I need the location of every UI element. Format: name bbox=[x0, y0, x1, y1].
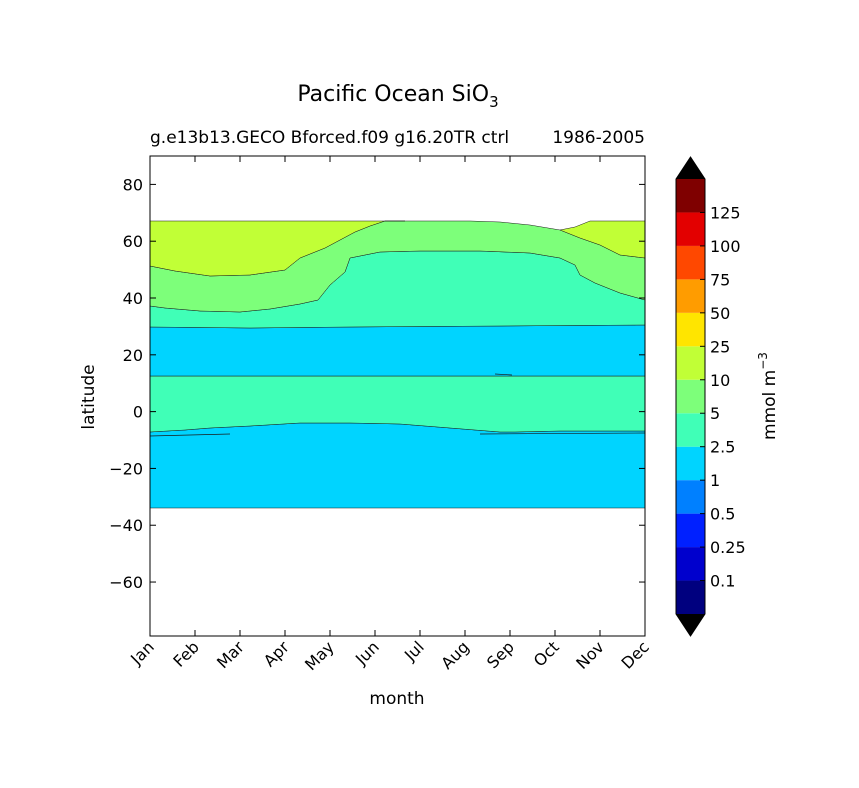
x-tick-label: Mar bbox=[213, 637, 248, 672]
x-tick-label: Jan bbox=[126, 637, 158, 669]
y-tick-label: 80 bbox=[123, 175, 143, 194]
colorbar-tick-label: 0.25 bbox=[710, 538, 746, 557]
colorbar-segment bbox=[676, 346, 705, 380]
x-tick-label: Apr bbox=[260, 637, 293, 670]
colorbar-tick-label: 2.5 bbox=[710, 438, 735, 457]
colorbar-segment bbox=[676, 480, 705, 514]
x-tick-label: Jun bbox=[351, 637, 383, 669]
colorbar-segment bbox=[676, 212, 705, 246]
chart-subtitle-left: g.e13b13.GECO Bforced.f09 g16.20TR ctrl bbox=[150, 128, 509, 148]
y-tick-label: 20 bbox=[123, 346, 143, 365]
x-tick-label: Jul bbox=[400, 637, 428, 665]
colorbar-tick-label: 10 bbox=[710, 371, 730, 390]
plot-area bbox=[149, 155, 646, 637]
colorbar-tick-label: 75 bbox=[710, 270, 730, 289]
plot-frame bbox=[149, 155, 646, 637]
x-axis-label: month bbox=[369, 689, 424, 709]
colorbar-segment bbox=[676, 547, 705, 581]
chart-title: Pacific Ocean SiO3 bbox=[297, 82, 498, 111]
contour-region-10-to-25-east bbox=[559, 220, 646, 259]
colorbar-segment bbox=[676, 312, 705, 347]
y-tick-label: 0 bbox=[133, 403, 143, 422]
colorbar-tick-label: 100 bbox=[710, 237, 741, 256]
colorbar-segment bbox=[676, 179, 705, 213]
contour-region-1-to-2.5-north bbox=[149, 324, 646, 377]
x-tick-label: Aug bbox=[437, 637, 473, 673]
contour-region-10-to-25 bbox=[149, 220, 405, 277]
y-axis-label: latitude bbox=[79, 364, 99, 429]
colorbar-tick-label: 25 bbox=[710, 337, 730, 356]
colorbar-tick-label: 1 bbox=[710, 471, 720, 490]
y-tick-label: 40 bbox=[123, 289, 143, 308]
chart-subtitle-right: 1986-2005 bbox=[552, 128, 645, 148]
colorbar-segment bbox=[676, 379, 705, 414]
colorbar-segment bbox=[676, 245, 705, 280]
colorbar-under-arrow bbox=[676, 614, 705, 636]
colorbar-tick-label: 50 bbox=[710, 304, 730, 323]
y-tick-label: −20 bbox=[109, 459, 143, 478]
colorbar-frame bbox=[675, 156, 706, 637]
y-tick-label: −60 bbox=[109, 573, 143, 592]
colorbar-segment bbox=[676, 580, 705, 614]
y-tick-label: −40 bbox=[109, 516, 143, 535]
x-tick-label: May bbox=[301, 637, 338, 674]
x-tick-label: Oct bbox=[530, 637, 563, 670]
contour-region-2.5-to-5-equatorial bbox=[149, 375, 646, 433]
colorbar-label: mmol m−3 bbox=[756, 352, 780, 440]
x-tick-label: Sep bbox=[483, 637, 518, 672]
contour-artifact-south bbox=[149, 433, 231, 437]
colorbar-tick-label: 0.1 bbox=[710, 572, 735, 591]
y-axis: 80 60 40 20 0 −20 −40 −60 bbox=[109, 175, 645, 592]
x-tick-label: Feb bbox=[169, 637, 202, 670]
colorbar-tick-label: 125 bbox=[710, 203, 741, 222]
contour-region-1-to-2.5-south bbox=[149, 422, 646, 509]
y-tick-label: 60 bbox=[123, 232, 143, 251]
x-tick-label: Dec bbox=[617, 637, 652, 672]
x-tick-label: Nov bbox=[572, 637, 608, 673]
colorbar-over-arrow bbox=[676, 157, 705, 179]
colorbar-tick-label: 5 bbox=[710, 404, 720, 423]
contour-artifact-north bbox=[494, 373, 513, 376]
colorbar-tick-label: 0.5 bbox=[710, 505, 735, 524]
colorbar-segment bbox=[676, 446, 705, 481]
colorbar-segment bbox=[676, 513, 705, 548]
contour-artifact-south-east bbox=[479, 432, 646, 435]
colorbar-segment bbox=[676, 279, 705, 313]
colorbar-segment bbox=[676, 413, 705, 447]
colorbar: 0.1 0.25 0.5 1 2.5 5 10 25 50 75 100 125 bbox=[675, 156, 746, 637]
